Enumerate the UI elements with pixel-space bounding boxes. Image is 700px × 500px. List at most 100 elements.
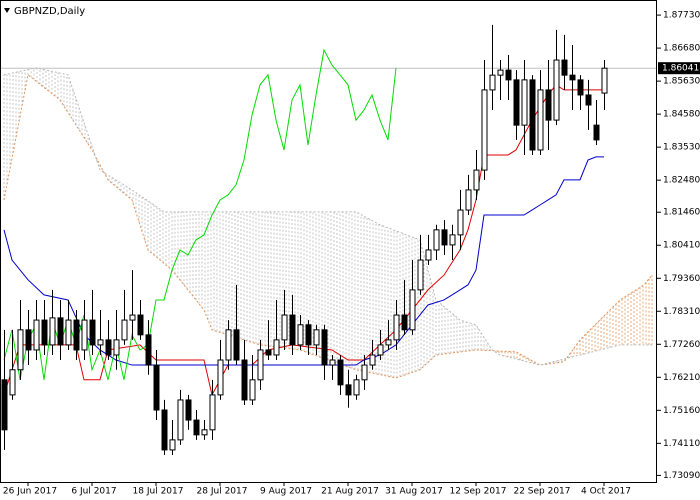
candle-body [97, 339, 104, 346]
candle-body [489, 74, 496, 91]
candle-body [521, 79, 528, 126]
y-tick-label: 1.87730 [663, 11, 700, 21]
candle-body [9, 369, 16, 396]
x-tick-label: 9 Aug 2017 [260, 487, 312, 497]
candle-body [201, 429, 208, 436]
candle-body [105, 339, 112, 356]
candle-body [169, 439, 176, 451]
candle-body [273, 339, 280, 356]
candle-body [113, 339, 120, 356]
candle-body [281, 314, 288, 341]
x-tick-label: 31 Aug 2017 [385, 487, 443, 497]
chart-title: GBPNZD,Daily [14, 6, 85, 17]
x-tick-label: 26 Jun 2017 [3, 487, 57, 497]
y-tick-label: 1.85630 [663, 77, 700, 87]
y-tick-label: 1.76210 [663, 373, 700, 383]
y-tick-label: 1.81460 [663, 208, 700, 218]
candle-body [313, 329, 320, 346]
candle-body [161, 409, 168, 451]
candle-body [457, 209, 464, 236]
candle-body [249, 379, 256, 401]
candle-body [529, 79, 536, 151]
candle-body [257, 349, 264, 381]
y-tick-label: 1.77260 [663, 340, 700, 350]
x-tick-label: 6 Jul 2017 [71, 487, 116, 497]
senkou-span-b [3, 67, 652, 366]
candle-body [289, 314, 296, 346]
candle-body [385, 339, 392, 346]
candle-body [137, 314, 144, 336]
candle-body [305, 324, 312, 346]
candle-body [481, 89, 488, 171]
y-tick-label: 1.82480 [663, 176, 700, 186]
candle-body [585, 94, 592, 106]
plot-frame [0, 0, 657, 483]
x-tick-label: 18 Jul 2017 [133, 487, 184, 497]
candle-body [393, 314, 400, 341]
x-tick-label: 22 Sep 2017 [513, 487, 570, 497]
candle-body [217, 359, 224, 396]
candle-body [225, 329, 232, 361]
x-tick-label: 4 Oct 2017 [581, 487, 631, 497]
candle-body [377, 344, 384, 356]
candle-body [41, 319, 48, 346]
candle-body [593, 124, 600, 141]
candle-body [353, 379, 360, 396]
candle-body [577, 79, 584, 96]
candle-body [121, 319, 128, 341]
candle-body [73, 319, 80, 351]
candle-body [25, 329, 32, 351]
y-tick-label: 1.78310 [663, 307, 700, 317]
candle-body [241, 359, 248, 401]
candle-body [361, 364, 368, 381]
candle-body [57, 317, 64, 346]
candle-body [81, 319, 88, 351]
candle-body [465, 189, 472, 211]
last-price-box [658, 62, 700, 75]
candle-body [89, 319, 96, 346]
y-tick-label: 1.73090 [663, 471, 700, 481]
senkou-span-a [3, 73, 653, 379]
candle-body [185, 399, 192, 421]
candle-body [417, 259, 424, 291]
candle-body [153, 364, 160, 411]
candle-body [17, 329, 24, 371]
candle-body [145, 334, 152, 366]
candle-body [209, 394, 216, 431]
candle-body [545, 89, 552, 121]
indicator-line [3, 156, 604, 366]
candle-body [601, 67, 608, 94]
x-tick-label: 21 Aug 2017 [321, 487, 379, 497]
candle-body [505, 69, 512, 81]
candle-body [1, 379, 8, 431]
y-tick-label: 1.75160 [663, 406, 700, 416]
candle-body [297, 324, 304, 346]
candle-body [49, 317, 56, 346]
candle-body [129, 314, 136, 321]
candle-body [441, 229, 448, 246]
y-tick-label: 1.86680 [663, 44, 700, 54]
candle-body [193, 419, 200, 436]
candle-body [33, 319, 40, 351]
candle-body [345, 384, 352, 396]
x-tick-label: 28 Jul 2017 [197, 487, 248, 497]
last-price-label: 1.86041 [662, 64, 699, 74]
candle-body [321, 329, 328, 366]
plot-area [0, 24, 657, 455]
candle-body [337, 359, 344, 386]
candle-body [553, 59, 560, 121]
menu-arrow [4, 8, 10, 13]
y-tick-label: 1.84580 [663, 110, 700, 120]
y-tick-label: 1.74110 [663, 439, 700, 449]
x-tick-label: 12 Sep 2017 [449, 487, 506, 497]
candle-body [449, 234, 456, 246]
candle-body [497, 69, 504, 76]
y-tick-label: 1.83530 [663, 143, 700, 153]
candle-body [473, 169, 480, 191]
y-tick-label: 1.80410 [663, 241, 700, 251]
candle-body [233, 329, 240, 361]
candle-body [401, 314, 408, 331]
candle-body [369, 354, 376, 366]
